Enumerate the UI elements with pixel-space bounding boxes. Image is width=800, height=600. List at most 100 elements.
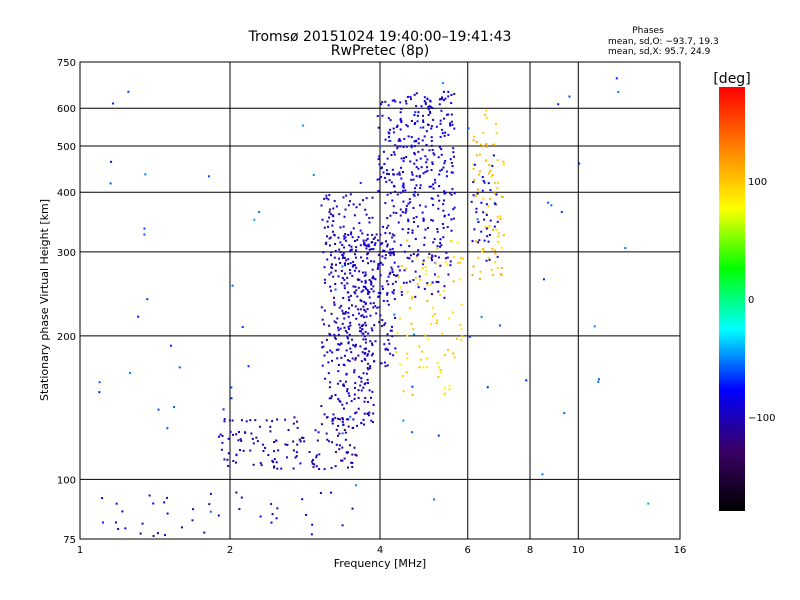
data-point (394, 347, 397, 350)
data-point (259, 515, 262, 518)
data-point (392, 151, 395, 154)
data-point (369, 302, 372, 305)
data-point (366, 400, 369, 403)
data-point (428, 185, 431, 188)
data-point (367, 243, 370, 246)
data-point (484, 226, 487, 229)
data-point (302, 436, 305, 439)
data-point (416, 254, 419, 257)
data-point (445, 170, 448, 173)
data-point (256, 440, 259, 443)
data-point (422, 172, 425, 175)
data-point (349, 294, 352, 297)
data-point (455, 337, 458, 340)
data-point (284, 418, 287, 421)
data-point (359, 244, 362, 247)
data-point (384, 322, 387, 325)
data-point (413, 333, 416, 336)
data-point (429, 99, 432, 102)
data-point (341, 459, 344, 462)
data-point (365, 239, 368, 242)
data-point (273, 465, 276, 468)
data-point (366, 378, 369, 381)
data-point (488, 224, 491, 227)
data-point (386, 293, 389, 296)
data-point (424, 334, 427, 337)
data-point (578, 162, 581, 165)
data-point (478, 153, 481, 156)
data-point (375, 312, 378, 315)
data-point (441, 132, 444, 135)
data-point (489, 197, 492, 200)
data-point (422, 366, 425, 369)
data-point (412, 193, 415, 196)
data-point (481, 189, 484, 192)
data-point (414, 295, 417, 298)
data-point (393, 298, 396, 301)
data-point (494, 252, 497, 255)
data-point (417, 249, 420, 252)
data-point (343, 272, 346, 275)
data-point (387, 338, 390, 341)
data-point (568, 95, 571, 98)
data-point (390, 266, 393, 269)
data-point (400, 293, 403, 296)
data-point (393, 240, 396, 243)
data-point (473, 228, 476, 231)
data-point (349, 268, 352, 271)
data-point (358, 203, 361, 206)
data-point (343, 215, 346, 218)
data-point (542, 278, 545, 281)
data-point (413, 194, 416, 197)
data-point (353, 386, 356, 389)
data-point (426, 226, 429, 229)
data-point (333, 234, 336, 237)
data-point (127, 90, 130, 93)
data-point (433, 153, 436, 156)
data-point (354, 358, 357, 361)
data-point (294, 456, 297, 459)
data-point (459, 261, 462, 264)
data-point (432, 203, 435, 206)
data-point (276, 467, 279, 470)
data-point (365, 197, 368, 200)
data-point (292, 422, 295, 425)
data-point (423, 96, 426, 99)
data-point (377, 266, 380, 269)
data-point (384, 202, 387, 205)
data-point (410, 297, 413, 300)
data-point (355, 206, 358, 209)
data-point (499, 217, 502, 220)
data-point (412, 206, 415, 209)
data-point (364, 341, 367, 344)
data-point (444, 387, 447, 390)
data-point (387, 224, 390, 227)
data-point (388, 232, 391, 235)
data-point (245, 420, 248, 423)
data-point (429, 112, 432, 115)
data-point (267, 454, 270, 457)
data-point (419, 126, 422, 129)
data-point (351, 507, 354, 510)
data-point (437, 156, 440, 159)
data-point (447, 273, 450, 276)
data-point (324, 377, 327, 380)
data-point (379, 103, 382, 106)
data-point (368, 248, 371, 251)
data-point (478, 239, 481, 242)
data-point (368, 221, 371, 224)
data-point (347, 311, 350, 314)
data-point (391, 271, 394, 274)
data-point (146, 298, 149, 301)
data-point (322, 345, 325, 348)
data-point (321, 341, 324, 344)
data-point (367, 414, 370, 417)
data-point (430, 168, 433, 171)
data-point (354, 292, 357, 295)
data-point (385, 347, 388, 350)
data-point (362, 289, 365, 292)
data-point (446, 226, 449, 229)
data-point (410, 119, 413, 122)
data-point (342, 252, 345, 255)
data-point (343, 457, 346, 460)
